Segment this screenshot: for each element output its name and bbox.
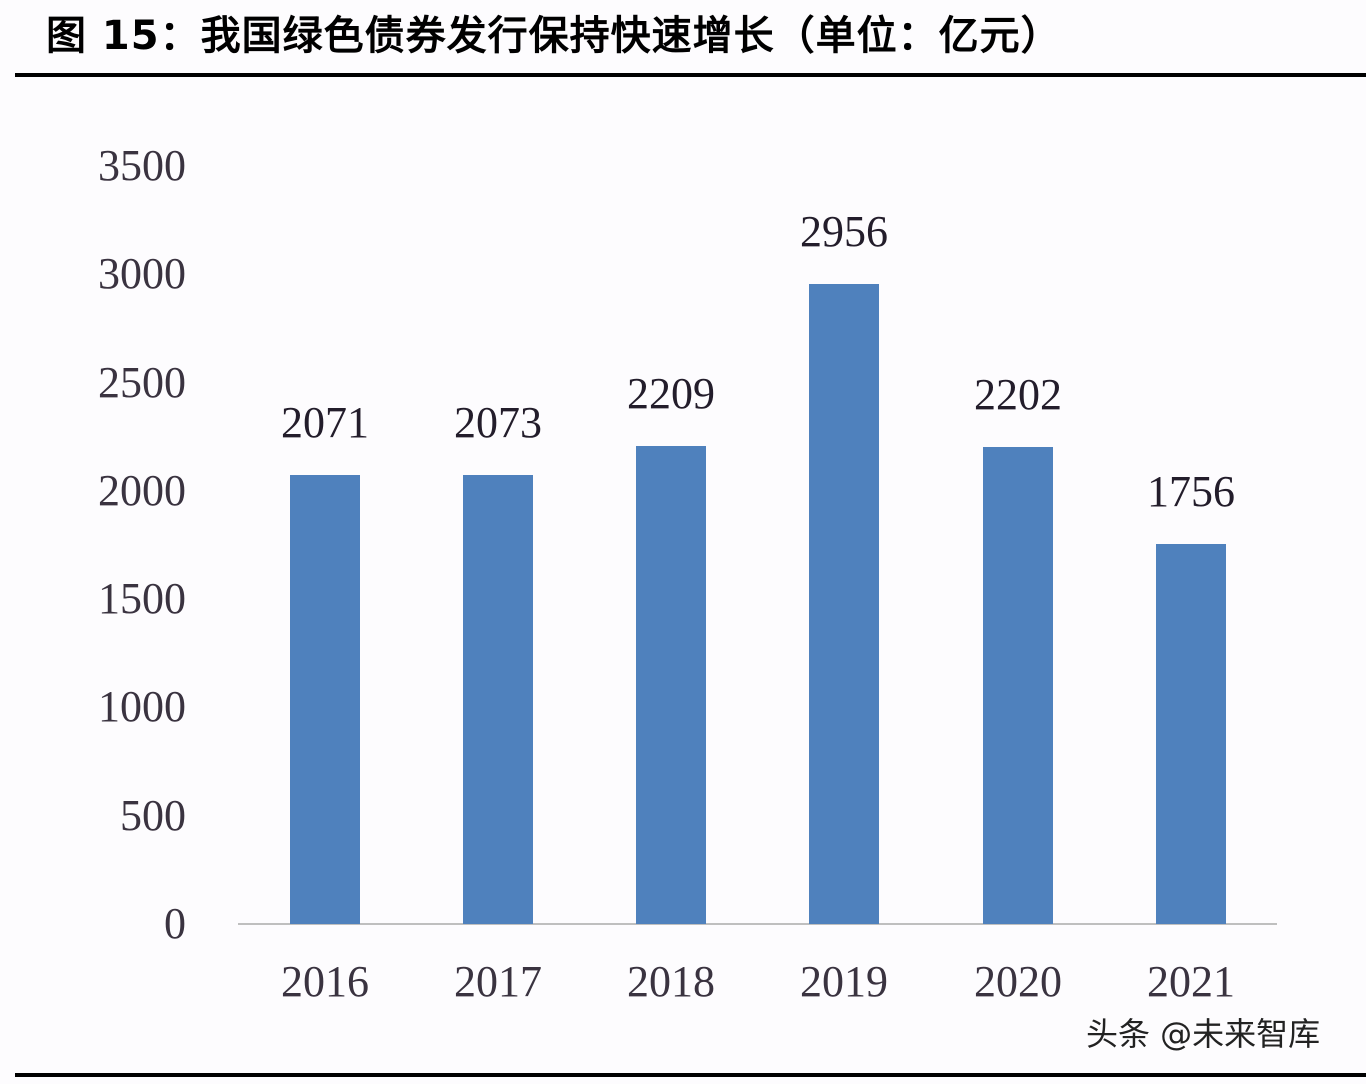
y-tick-label: 1000: [98, 682, 186, 732]
bottom-divider: [15, 1073, 1366, 1077]
x-tick-label: 2020: [974, 957, 1062, 1006]
value-label: 2071: [281, 398, 369, 448]
bar-2018: [636, 445, 706, 924]
y-tick-label: 1500: [98, 574, 186, 624]
value-label: 2956: [800, 206, 888, 256]
x-tick-label: 2021: [1147, 957, 1235, 1006]
y-tick-label: 2000: [98, 465, 186, 515]
value-label: 2209: [627, 368, 715, 418]
value-label: 2202: [974, 370, 1062, 420]
y-tick-label: 3000: [98, 249, 186, 299]
bar-2017: [463, 475, 533, 924]
y-tick-label: 0: [164, 899, 186, 948]
chart-title: 图 15：我国绿色债券发行保持快速增长（单位：亿元）: [46, 13, 1062, 59]
x-tick-label: 2018: [627, 957, 715, 1006]
bar-2020: [983, 447, 1053, 924]
value-label: 1756: [1147, 466, 1235, 516]
x-tick-label: 2019: [800, 957, 888, 1006]
bar-2019: [809, 283, 879, 924]
y-tick-label: 3500: [98, 141, 186, 190]
watermark: 头条 @未来智库: [1086, 1015, 1321, 1053]
x-tick-label: 2017: [454, 957, 542, 1006]
y-tick-label: 500: [120, 790, 186, 840]
x-tick-label: 2016: [281, 957, 369, 1006]
y-tick-label: 2500: [98, 357, 186, 407]
top-divider: [15, 73, 1366, 77]
bar-2016: [290, 475, 360, 924]
x-axis-line: [238, 923, 1277, 925]
bar-2021: [1156, 543, 1226, 924]
value-label: 2073: [454, 398, 542, 448]
